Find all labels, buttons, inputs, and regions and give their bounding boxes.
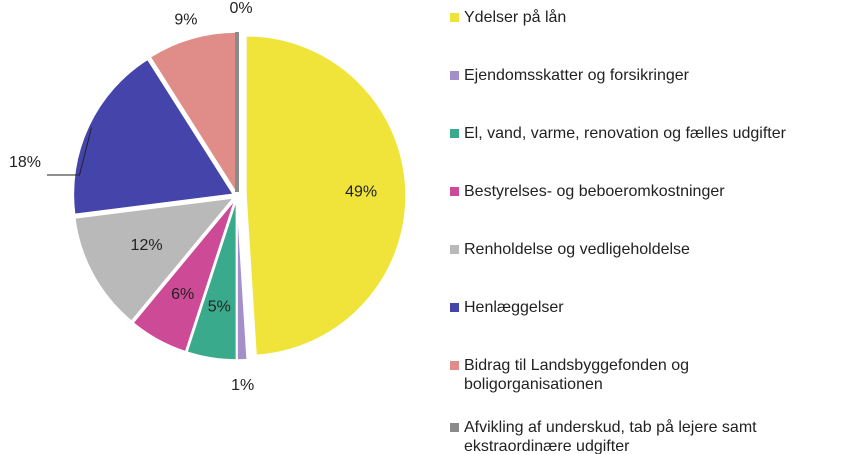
legend-item: Bestyrelses- og beboeromkostninger <box>450 182 725 201</box>
data-label: 9% <box>174 11 197 28</box>
legend-label: Renholdelse og vedligeholdelse <box>464 241 690 258</box>
pie-area: 49% 1% 5% 6% 12% 18% 9% 0% <box>9 0 407 394</box>
legend-swatch <box>450 303 459 312</box>
pie-slice <box>185 199 238 361</box>
pie-slice <box>73 196 236 323</box>
legend-label: Afvikling af underskud, tab på lejere sa… <box>464 419 757 454</box>
data-label: 0% <box>229 0 252 17</box>
legend-item: El, vand, varme, renovation og fælles ud… <box>450 124 786 143</box>
data-label: 1% <box>231 377 254 394</box>
legend-label: Ejendomsskatter og forsikringer <box>464 67 689 84</box>
legend-swatch <box>450 187 459 196</box>
legend-item: Henlæggelser <box>450 298 564 317</box>
legend-label: Bidrag til Landsbyggefonden og boligorga… <box>464 357 690 393</box>
data-label: 49% <box>345 183 377 200</box>
legend-label: Bestyrelses- og beboeromkostninger <box>464 183 725 200</box>
data-label: 6% <box>171 286 194 303</box>
legend-item: Renholdelse og vedligeholdelse <box>450 240 690 259</box>
pie-slice <box>236 199 248 361</box>
legend-item: Bidrag til Landsbyggefonden og boligorga… <box>450 356 689 394</box>
pie-slice <box>132 199 236 353</box>
data-label: 5% <box>208 299 231 316</box>
pie-slice <box>149 31 237 195</box>
legend-swatch <box>450 13 459 22</box>
pie-slice <box>245 34 407 357</box>
legend-label: El, vand, varme, renovation og fælles ud… <box>464 125 786 142</box>
legend-swatch <box>450 129 459 138</box>
legend-swatch <box>450 245 459 254</box>
pie-slice <box>72 58 235 216</box>
data-label: 12% <box>131 237 163 254</box>
legend-item: Ydelser på lån <box>450 8 566 27</box>
data-label: 18% <box>9 154 41 171</box>
legend-item: Afvikling af underskud, tab på lejere sa… <box>450 418 757 454</box>
legend-swatch <box>450 423 459 432</box>
leader-line <box>47 127 92 176</box>
legend-swatch <box>450 361 459 370</box>
legend-swatch <box>450 71 459 80</box>
legend-label: Ydelser på lån <box>464 9 567 26</box>
legend-label: Henlæggelser <box>464 299 564 316</box>
legend-item: Ejendomsskatter og forsikringer <box>450 66 689 85</box>
